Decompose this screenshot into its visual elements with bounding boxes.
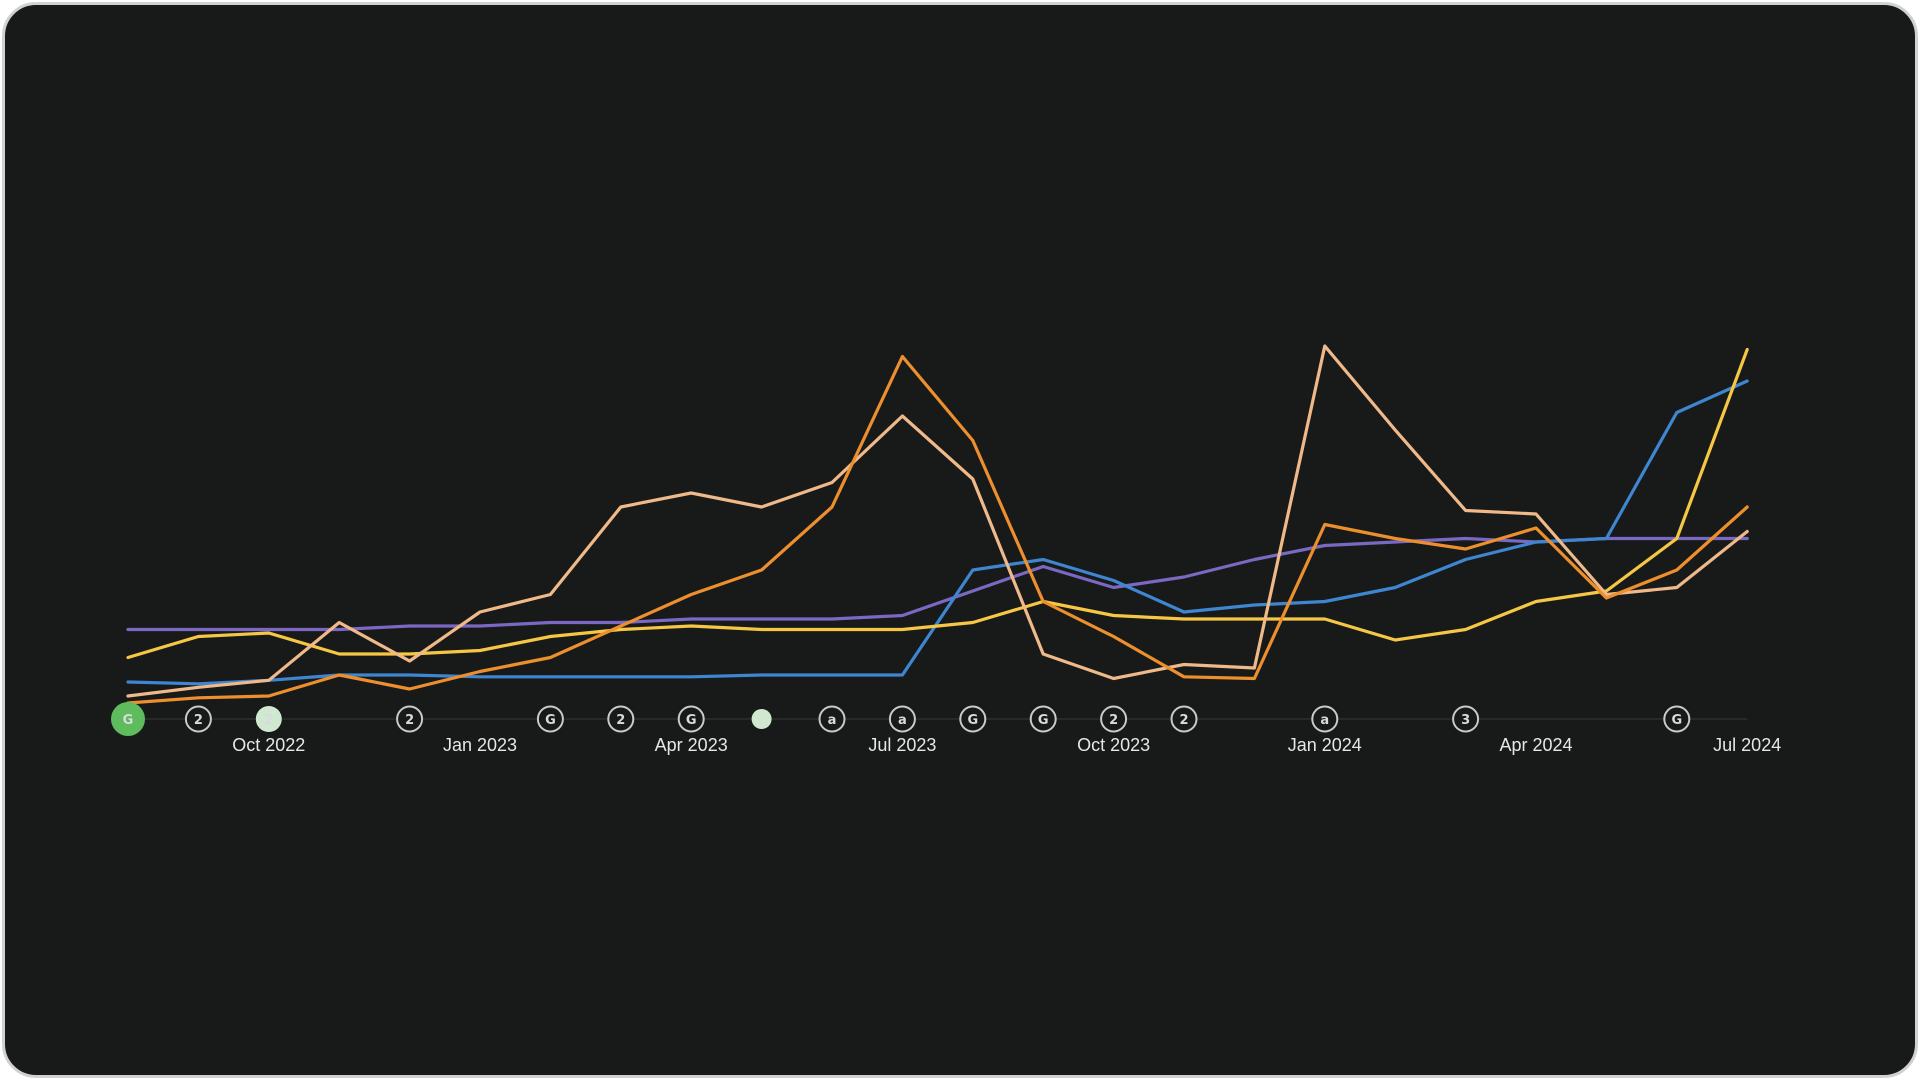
event-marker-1: G <box>111 702 145 736</box>
event-marker-ring <box>184 705 212 733</box>
event-marker-6: 2 <box>607 705 635 733</box>
event-marker-ring <box>1100 705 1128 733</box>
event-marker-label: 2 <box>405 713 414 728</box>
event-marker-ring <box>888 705 916 733</box>
event-marker-ring <box>1452 705 1480 733</box>
x-tick-label: Jan 2023 <box>443 735 517 755</box>
x-tick-label: Jul 2024 <box>1713 735 1781 755</box>
event-marker-14: 2 <box>1170 705 1198 733</box>
series-layer <box>126 344 1749 705</box>
event-marker-label: G <box>1671 713 1682 728</box>
event-marker-ring <box>607 705 635 733</box>
event-marker-label: 2 <box>1109 713 1118 728</box>
event-marker-dot <box>111 702 145 736</box>
x-axis-ticks: Oct 2022 Jan 2023 Apr 2023 Jul 2023 Oct 2023… <box>232 735 1781 755</box>
x-tick-label: Oct 2022 <box>232 735 305 755</box>
event-marker-16: 3 <box>1452 705 1480 733</box>
event-marker-ring <box>536 705 564 733</box>
event-marker-label: G <box>1038 713 1049 728</box>
event-marker-ring <box>677 705 705 733</box>
event-marker-2: 2 <box>184 705 212 733</box>
x-tick-label: Apr 2024 <box>1499 735 1572 755</box>
series-line-4 <box>126 344 1749 698</box>
event-marker-ring <box>1170 705 1198 733</box>
event-marker-ring <box>1311 705 1339 733</box>
x-tick-label: Jan 2024 <box>1288 735 1362 755</box>
event-marker-ring <box>959 705 987 733</box>
event-marker-ring <box>1663 705 1691 733</box>
event-marker-label: G <box>686 713 697 728</box>
event-marker-ring <box>818 705 846 733</box>
event-marker-label: 2 <box>264 713 273 728</box>
event-marker-4: 2 <box>396 705 424 733</box>
event-marker-15: a <box>1311 705 1339 733</box>
event-marker-3: 2 <box>255 706 282 732</box>
event-marker-label: a <box>828 713 837 728</box>
event-marker-label: a <box>1320 713 1329 728</box>
event-marker-11: G <box>959 705 987 733</box>
event-marker-label: G <box>123 713 134 728</box>
event-marker-label: 2 <box>194 713 203 728</box>
event-marker-label: a <box>898 713 907 728</box>
event-marker-9: a <box>818 705 846 733</box>
series-line-2 <box>126 379 1749 686</box>
event-marker-dot <box>751 709 772 729</box>
event-marker-13: 2 <box>1100 705 1128 733</box>
event-marker-10: a <box>888 705 916 733</box>
event-marker-dot <box>255 706 282 732</box>
event-marker-label: G <box>967 713 978 728</box>
event-marker-label: G <box>545 713 556 728</box>
series-line-5 <box>126 354 1749 705</box>
x-tick-label: Apr 2023 <box>655 735 728 755</box>
series-line-1 <box>126 536 1749 632</box>
event-marker-7: G <box>677 705 705 733</box>
event-marker-17: G <box>1663 705 1691 733</box>
event-marker-label: 2 <box>616 713 625 728</box>
x-tick-label: Oct 2023 <box>1077 735 1150 755</box>
event-marker-label: 3 <box>1461 713 1470 728</box>
event-marker-ring <box>396 705 424 733</box>
event-marker-8 <box>751 709 772 729</box>
event-marker-ring <box>1029 705 1057 733</box>
series-line-3 <box>126 347 1749 660</box>
x-tick-label: Jul 2023 <box>868 735 936 755</box>
event-marker-5: G <box>536 705 564 733</box>
event-marker-label: 2 <box>1179 713 1188 728</box>
event-marker-12: G <box>1029 705 1057 733</box>
